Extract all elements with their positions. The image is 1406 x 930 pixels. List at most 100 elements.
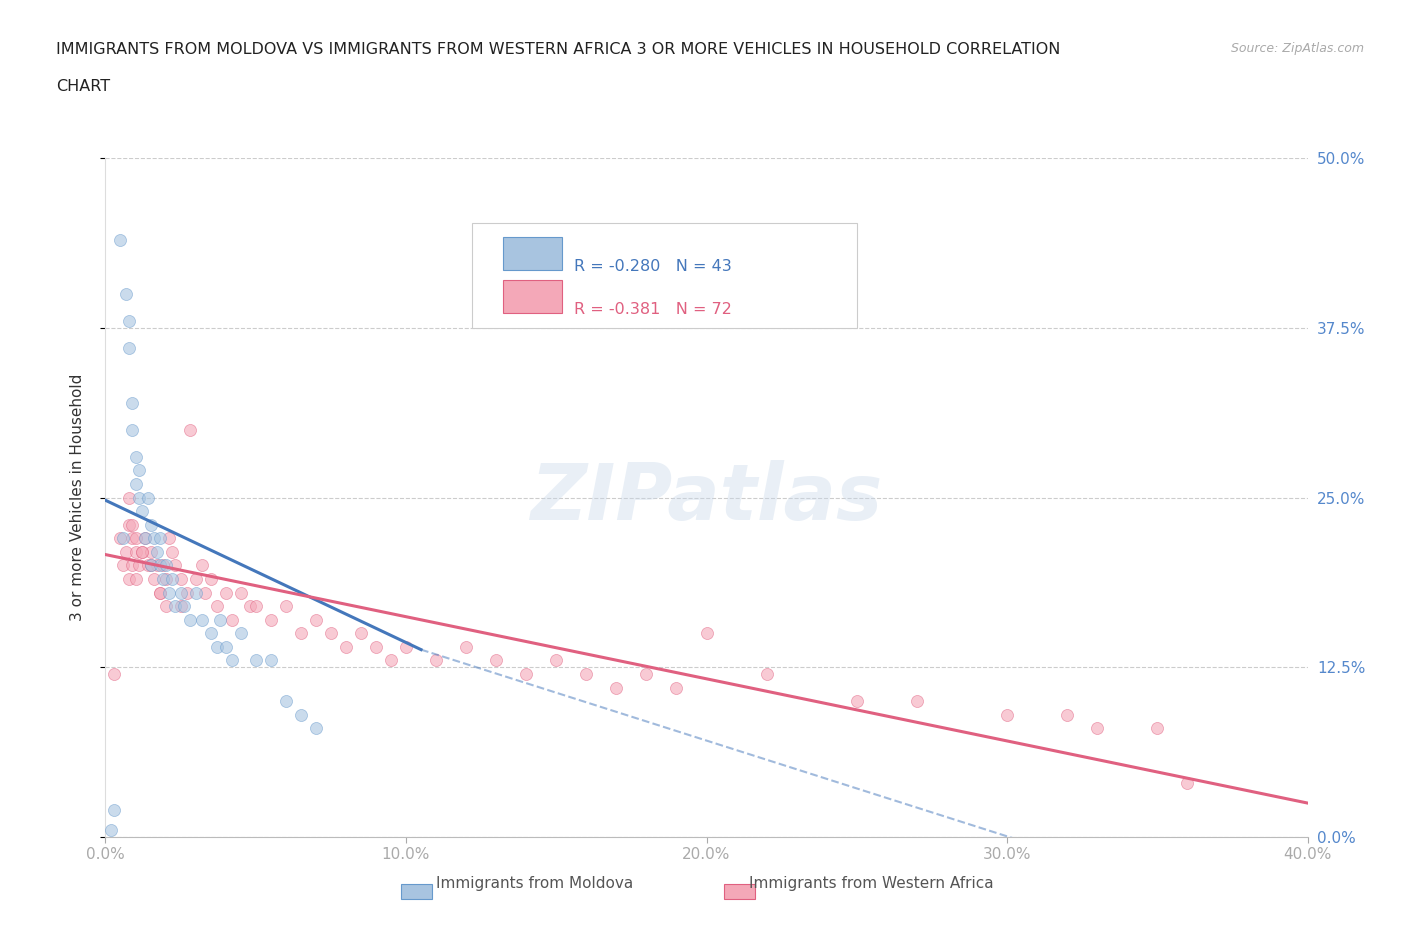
Point	[1056, 708, 1078, 723]
Point	[190, 558, 212, 573]
Point	[229, 585, 252, 600]
Point	[145, 558, 167, 573]
Point	[124, 544, 146, 559]
Point	[696, 626, 718, 641]
Point	[148, 531, 170, 546]
Point	[131, 544, 153, 559]
Text: R = -0.381   N = 72: R = -0.381 N = 72	[574, 301, 733, 316]
Point	[290, 708, 312, 723]
Point	[128, 463, 150, 478]
Point	[103, 667, 125, 682]
Y-axis label: 3 or more Vehicles in Household: 3 or more Vehicles in Household	[70, 374, 84, 621]
Point	[200, 626, 222, 641]
Point	[546, 653, 568, 668]
Point	[131, 544, 153, 559]
Point	[115, 286, 138, 301]
Point	[163, 599, 186, 614]
Point	[190, 612, 212, 627]
Point	[485, 653, 508, 668]
Point	[121, 422, 143, 437]
Point	[221, 612, 243, 627]
Text: R = -0.280   N = 43: R = -0.280 N = 43	[574, 259, 733, 273]
Point	[845, 694, 868, 709]
Point	[128, 558, 150, 573]
Point	[103, 803, 125, 817]
Point	[121, 531, 143, 546]
Point	[575, 667, 598, 682]
Point	[245, 599, 267, 614]
Point	[260, 653, 283, 668]
Point	[134, 531, 156, 546]
Point	[118, 490, 141, 505]
Point	[152, 558, 174, 573]
Text: IMMIGRANTS FROM MOLDOVA VS IMMIGRANTS FROM WESTERN AFRICA 3 OR MORE VEHICLES IN : IMMIGRANTS FROM MOLDOVA VS IMMIGRANTS FR…	[56, 42, 1060, 57]
Point	[118, 517, 141, 532]
Point	[163, 558, 186, 573]
Point	[121, 395, 143, 410]
Point	[169, 599, 191, 614]
Point	[118, 572, 141, 587]
Point	[515, 667, 537, 682]
Point	[290, 626, 312, 641]
FancyBboxPatch shape	[503, 237, 562, 270]
Point	[1146, 721, 1168, 736]
Point	[115, 544, 138, 559]
Point	[205, 640, 228, 655]
Point	[350, 626, 373, 641]
Point	[110, 531, 132, 546]
Point	[160, 572, 183, 587]
Point	[221, 653, 243, 668]
Point	[274, 599, 297, 614]
Point	[305, 721, 328, 736]
Point	[112, 531, 135, 546]
Point	[124, 572, 146, 587]
Point	[160, 544, 183, 559]
Point	[905, 694, 928, 709]
Point	[121, 558, 143, 573]
Point	[142, 572, 165, 587]
Point	[100, 823, 122, 838]
Point	[1085, 721, 1108, 736]
Point	[454, 640, 477, 655]
Point	[124, 531, 146, 546]
Point	[136, 490, 159, 505]
Point	[755, 667, 778, 682]
Point	[194, 585, 217, 600]
Point	[112, 558, 135, 573]
Point	[155, 558, 177, 573]
Point	[319, 626, 342, 641]
Point	[157, 531, 180, 546]
Point	[229, 626, 252, 641]
Point	[380, 653, 402, 668]
Point	[152, 572, 174, 587]
Point	[169, 585, 191, 600]
Text: Source: ZipAtlas.com: Source: ZipAtlas.com	[1230, 42, 1364, 55]
Point	[139, 544, 162, 559]
Point	[636, 667, 658, 682]
Point	[245, 653, 267, 668]
Point	[139, 558, 162, 573]
Point	[157, 585, 180, 600]
Point	[121, 517, 143, 532]
Point	[200, 572, 222, 587]
Point	[665, 680, 688, 695]
Point	[139, 558, 162, 573]
Point	[239, 599, 262, 614]
Point	[179, 422, 201, 437]
Point	[305, 612, 328, 627]
Point	[425, 653, 447, 668]
Point	[148, 558, 170, 573]
Point	[124, 476, 146, 491]
Point	[148, 585, 170, 600]
Point	[995, 708, 1018, 723]
Text: ZIPatlas: ZIPatlas	[530, 459, 883, 536]
Point	[155, 572, 177, 587]
Point	[136, 558, 159, 573]
Point	[124, 449, 146, 464]
Point	[128, 490, 150, 505]
Point	[214, 640, 236, 655]
Point	[179, 612, 201, 627]
Point	[214, 585, 236, 600]
Point	[134, 531, 156, 546]
Point	[1175, 776, 1198, 790]
